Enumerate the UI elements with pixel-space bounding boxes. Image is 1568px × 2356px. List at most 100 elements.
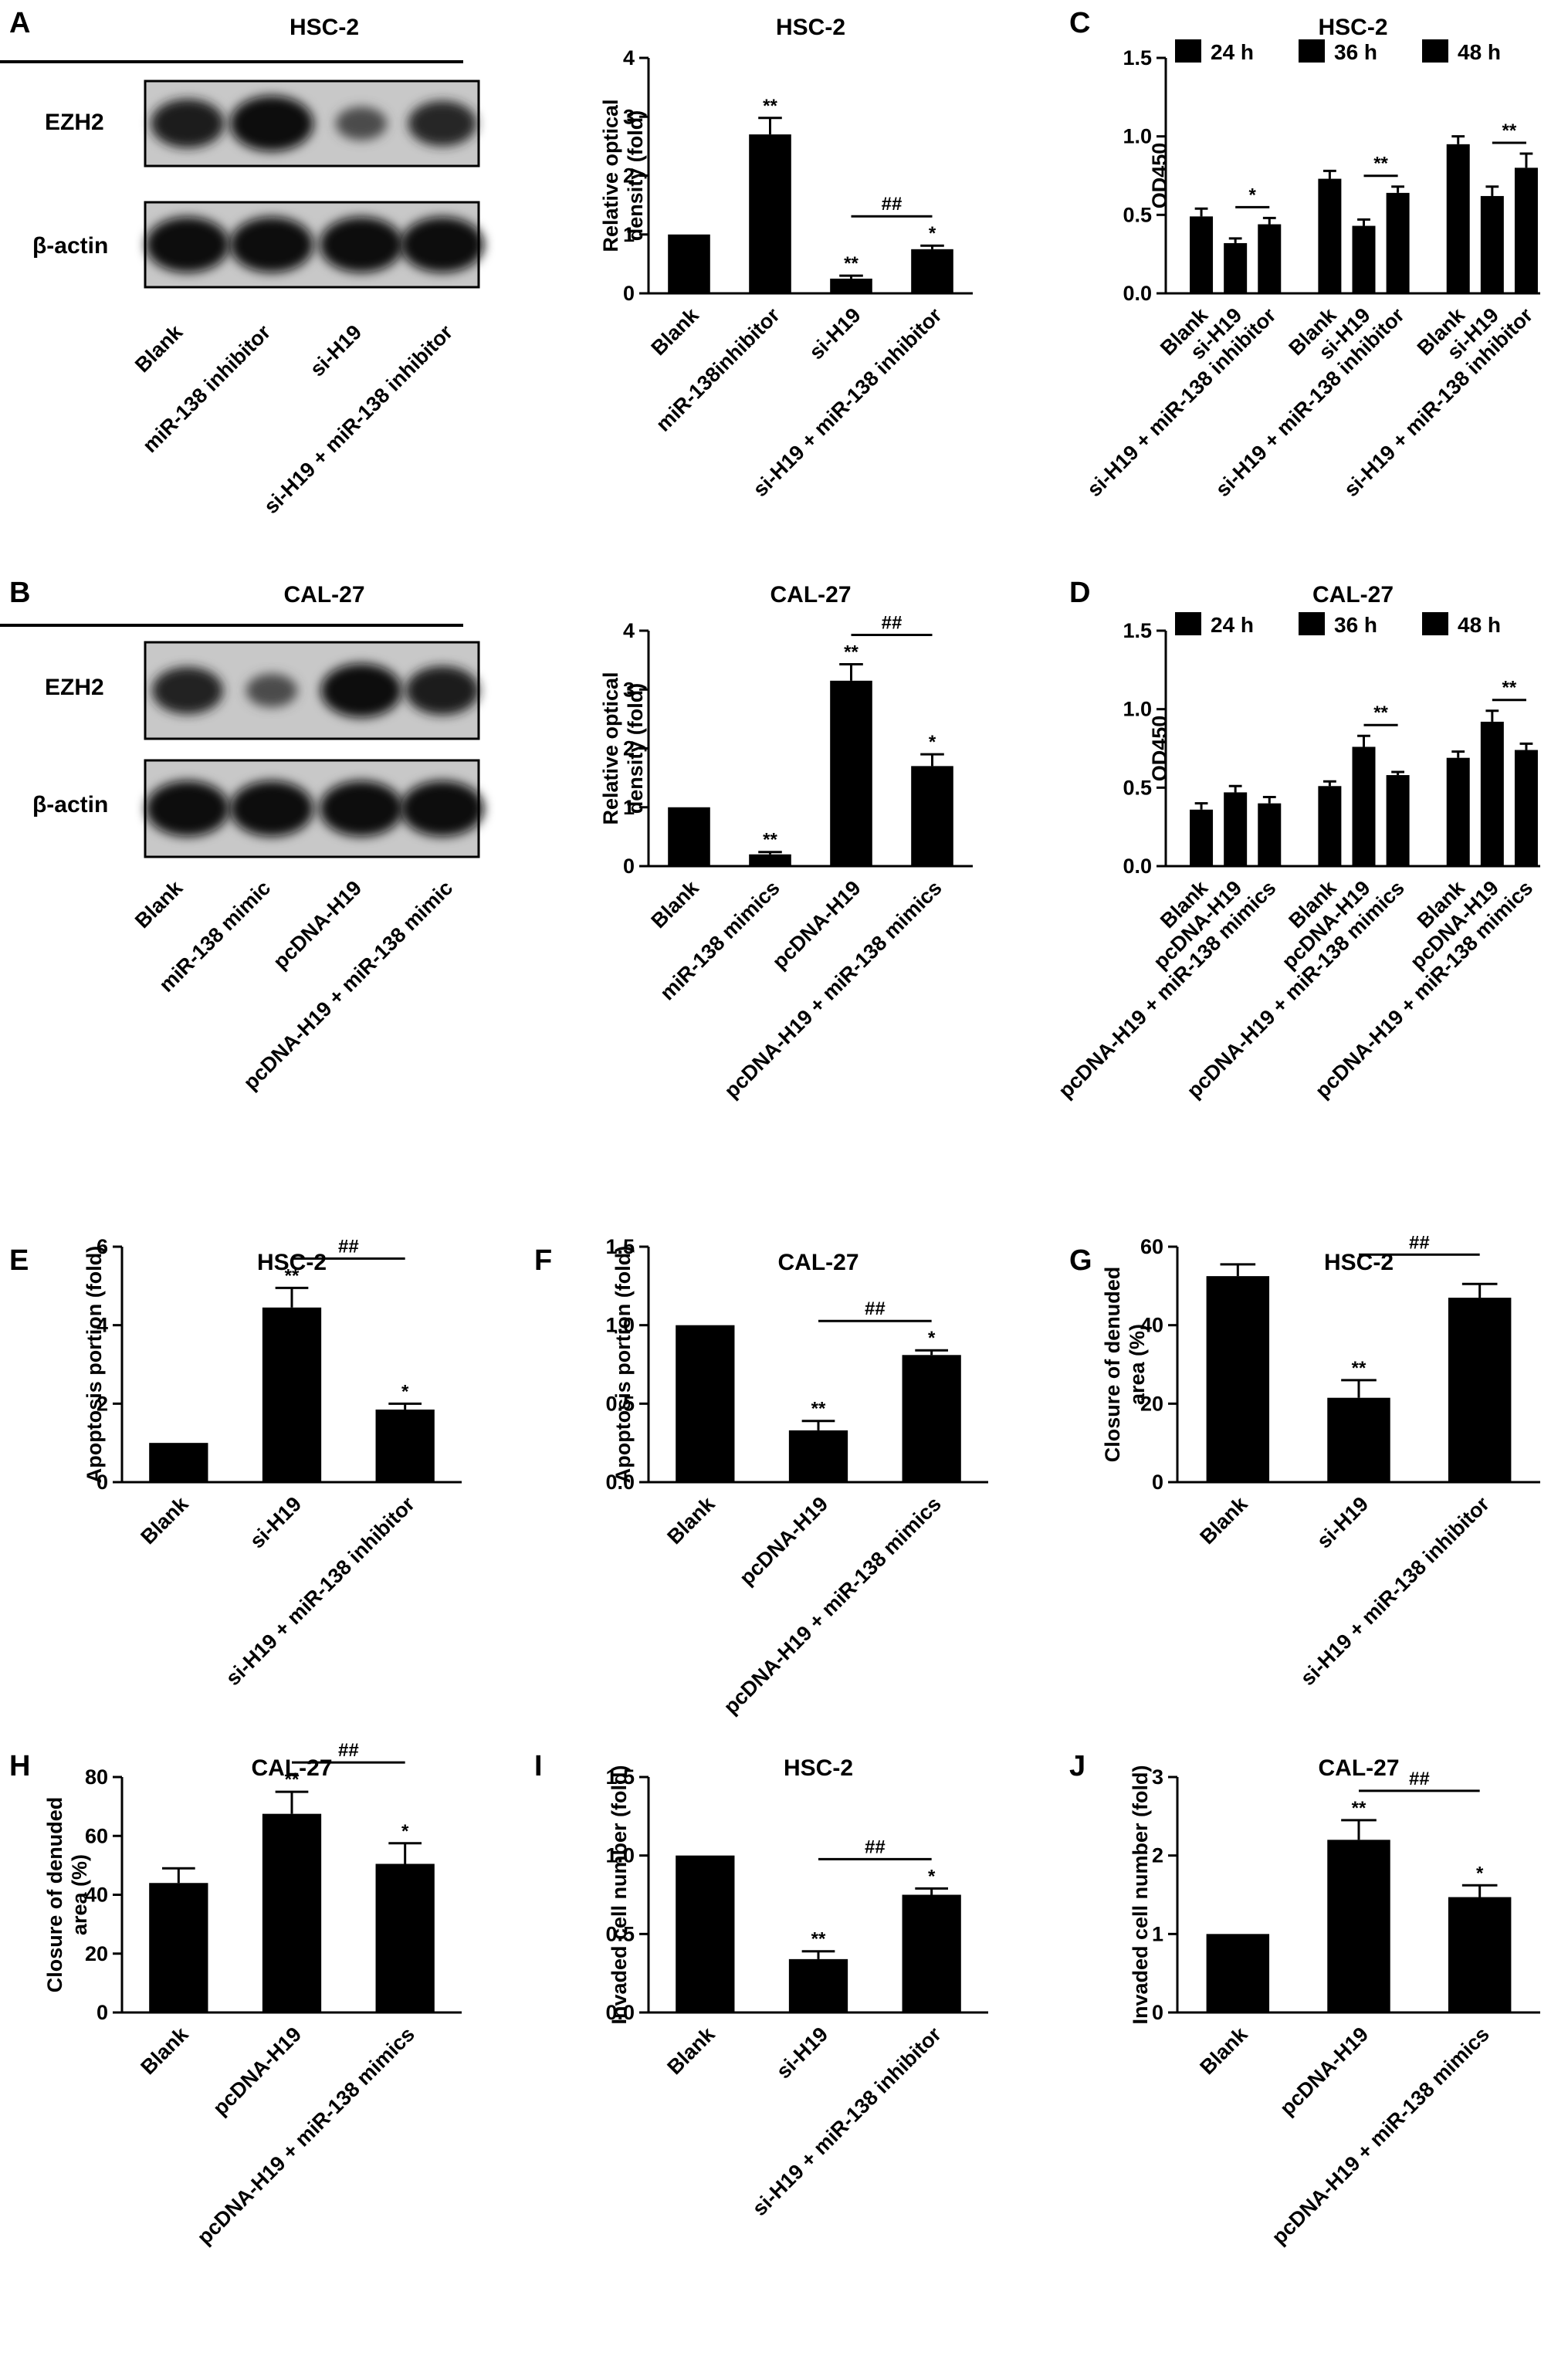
bracket-label: ## xyxy=(338,1740,359,1761)
category-label: pcDNA-H19 + miR-138 mimics xyxy=(720,1492,946,1718)
bar xyxy=(676,1325,735,1482)
bar xyxy=(1514,750,1538,866)
bar xyxy=(1327,1397,1390,1482)
y-axis-title: Invaded cell number (fold) xyxy=(1129,1765,1152,2024)
category-label: pcDNA-H19 + miR-138 mimics xyxy=(1268,2023,1494,2249)
y-axis-title: Apoptosis portion (fold) xyxy=(83,1246,106,1483)
blot-b-title: CAL-27 xyxy=(283,582,364,608)
category-label: Blank xyxy=(662,2022,720,2079)
bracket-label: * xyxy=(1249,184,1257,205)
y-tick-label: 20 xyxy=(1140,1392,1163,1415)
bar xyxy=(1448,1897,1512,2012)
category-label: si-H19 + miR-138 inhibitor xyxy=(748,2023,947,2221)
y-tick-label: 0.5 xyxy=(605,1392,635,1415)
bracket-label: ** xyxy=(1373,154,1388,174)
legend-label: 36 h xyxy=(1334,613,1377,637)
y-tick-label: 0.5 xyxy=(605,1922,635,1945)
bar xyxy=(676,1855,735,2012)
significance-mark: ** xyxy=(811,1399,826,1420)
y-axis-title: OD450 xyxy=(1148,716,1171,782)
blot-band xyxy=(230,780,313,837)
y-tick-label: 1 xyxy=(623,796,635,819)
blot-band xyxy=(146,780,229,837)
chart-title: HSC-2 xyxy=(784,1755,853,1781)
y-tick-label: 4 xyxy=(623,619,635,642)
blot-band xyxy=(151,99,225,148)
bar xyxy=(1318,786,1342,866)
bar xyxy=(911,766,953,866)
blot-b-row-ezh2: EZH2 xyxy=(45,675,104,700)
y-tick-label: 1.0 xyxy=(605,1314,635,1337)
y-tick-label: 0.0 xyxy=(605,1471,635,1494)
y-tick-label: 2 xyxy=(1152,1844,1163,1867)
significance-mark: ** xyxy=(1352,1798,1366,1819)
y-tick-label: 4 xyxy=(623,46,635,69)
blot-b-lane-label: Blank xyxy=(130,875,188,933)
bar xyxy=(262,1307,322,1482)
panel-letter-f: F xyxy=(534,1244,552,1277)
bar xyxy=(1206,1276,1270,1482)
significance-mark: * xyxy=(1476,1863,1484,1884)
blot-a-lane-label: si-H19 xyxy=(306,320,367,381)
y-tick-label: 1.5 xyxy=(605,1765,635,1789)
bar xyxy=(1206,1934,1270,2012)
y-tick-label: 0.5 xyxy=(1123,776,1152,799)
blot-band xyxy=(408,100,477,147)
blot-a-lane-label: si-H19 + miR-138 inhibitor xyxy=(259,320,458,519)
y-tick-label: 6 xyxy=(97,1235,108,1258)
bar xyxy=(1446,144,1470,293)
blot-band xyxy=(335,107,388,140)
bar xyxy=(788,1430,848,1482)
blot-b-lane-label: pcDNA-H19 xyxy=(269,876,366,973)
bar xyxy=(911,249,953,293)
bar xyxy=(375,1863,435,2012)
blot-b-ezh2-membrane xyxy=(144,641,480,740)
bar xyxy=(749,854,791,866)
membrane-frame xyxy=(144,80,480,168)
western-blot-a: HSC-2 EZH2 β-actin Blank miR-138 inhibit… xyxy=(0,15,484,518)
category-label: Blank xyxy=(136,1491,193,1549)
chart-title: CAL-27 xyxy=(777,1250,859,1275)
bar xyxy=(1327,1840,1390,2012)
significance-mark: ** xyxy=(763,96,777,117)
bar xyxy=(1352,225,1376,293)
bar xyxy=(1258,803,1282,866)
category-label: pcDNA-H19 xyxy=(1275,2023,1373,2120)
category-label: pcDNA-H19 + miR-138 mimics xyxy=(193,2023,419,2249)
blot-a-actin-membrane xyxy=(144,201,484,289)
category-label: si-H19 xyxy=(772,2023,833,2084)
bracket-label: ** xyxy=(1502,120,1517,141)
bar xyxy=(1480,721,1504,866)
legend-swatch xyxy=(1175,612,1201,635)
category-label: si-H19 + miR-138 inhibitor xyxy=(1296,1492,1495,1691)
bar xyxy=(1224,792,1248,866)
blot-band xyxy=(320,780,403,837)
y-axis-title: area (%) xyxy=(1126,1324,1149,1405)
panel-letter-d: D xyxy=(1069,577,1090,609)
membrane-frame xyxy=(144,759,480,858)
bar xyxy=(1258,224,1282,293)
western-blot-b: CAL-27 EZH2 β-actin Blank miR-138 mimic … xyxy=(0,582,484,1095)
chart-title: HSC-2 xyxy=(1318,15,1387,40)
bar xyxy=(1224,242,1248,293)
legend-swatch xyxy=(1175,39,1201,63)
y-tick-label: 2 xyxy=(623,164,635,188)
chart-h-closure: CAL-27 0 20 40 60 80 Closure of denuded area (%… xyxy=(43,1740,462,2249)
membrane-frame xyxy=(144,201,480,289)
bar xyxy=(830,680,872,866)
y-tick-label: 0 xyxy=(97,1471,108,1494)
y-tick-label: 1 xyxy=(1152,1922,1163,1945)
significance-mark: * xyxy=(929,223,936,244)
y-axis-title: Apoptosis portion (fold) xyxy=(611,1246,635,1483)
legend-swatch xyxy=(1299,39,1325,63)
category-label: Blank xyxy=(647,303,704,360)
chart-title: HSC-2 xyxy=(776,15,845,40)
y-tick-label: 60 xyxy=(1140,1235,1163,1258)
y-axis-title: density (fold) xyxy=(624,110,647,242)
chart-title: HSC-2 xyxy=(257,1250,327,1275)
y-tick-label: 1.5 xyxy=(1123,46,1152,69)
